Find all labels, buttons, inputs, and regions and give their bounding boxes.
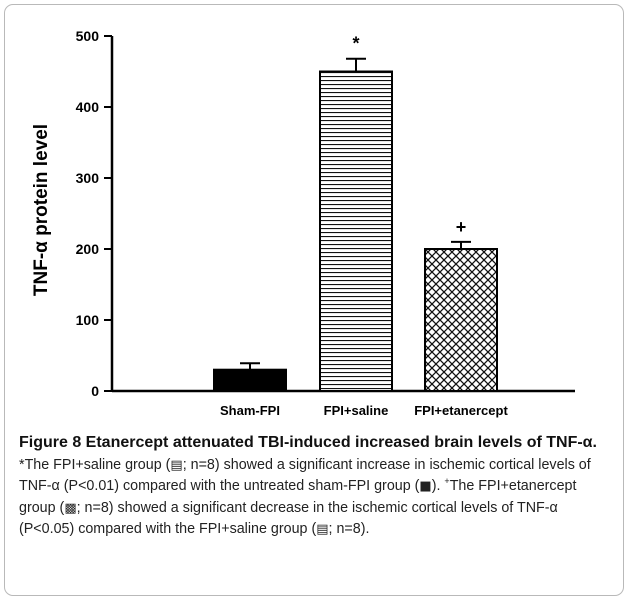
y-axis-label: TNF-α protein level (31, 123, 52, 297)
bar-0 (213, 368, 287, 393)
caption-title: Figure 8 Etanercept attenuated TBI-induc… (19, 434, 597, 451)
plus-marker: + (444, 476, 450, 487)
x-tick-labels: Sham-FPI FPI+saline FPI+etanercept (220, 403, 508, 418)
figure-caption: Figure 8 Etanercept attenuated TBI-induc… (19, 432, 614, 541)
y-tick-label: 200 (76, 241, 100, 257)
y-tick-label: 500 (76, 28, 100, 44)
y-tick-label: 400 (76, 99, 100, 115)
caption-text-2: ; n=8) showed a significant increase in … (19, 456, 591, 495)
x-tick-label-0: Sham-FPI (220, 403, 280, 418)
significance-marker-1: * (352, 34, 359, 54)
caption-text-3: ). (431, 478, 441, 494)
y-tick-label: 100 (76, 312, 100, 328)
saline-swatch-icon-2: ▤ (316, 522, 329, 537)
bars: *+ (213, 34, 498, 393)
y-tick-label: 0 (91, 383, 99, 399)
saline-swatch-icon: ▤ (170, 457, 183, 473)
figure-frame (4, 4, 624, 596)
bar-2 (424, 248, 498, 392)
caption-text-1: *The FPI+saline group ( (19, 456, 171, 473)
etanercept-swatch-icon: ▩ (64, 500, 77, 516)
x-tick-label-2: FPI+etanercept (414, 403, 508, 418)
bar-1 (319, 70, 393, 392)
x-tick-label-1: FPI+saline (324, 403, 389, 418)
significance-marker-2: + (456, 217, 467, 237)
sham-swatch-icon: ■ (419, 479, 432, 494)
caption-text-6: ; n=8). (328, 521, 370, 537)
y-ticks: 0 100 200 300 400 500 (76, 28, 112, 399)
y-tick-label: 300 (76, 170, 100, 186)
caption-text-5: ; n=8) showed a significant decrease in … (19, 499, 558, 538)
caption-text-4: The FPI+etanercept group ( (19, 478, 577, 516)
